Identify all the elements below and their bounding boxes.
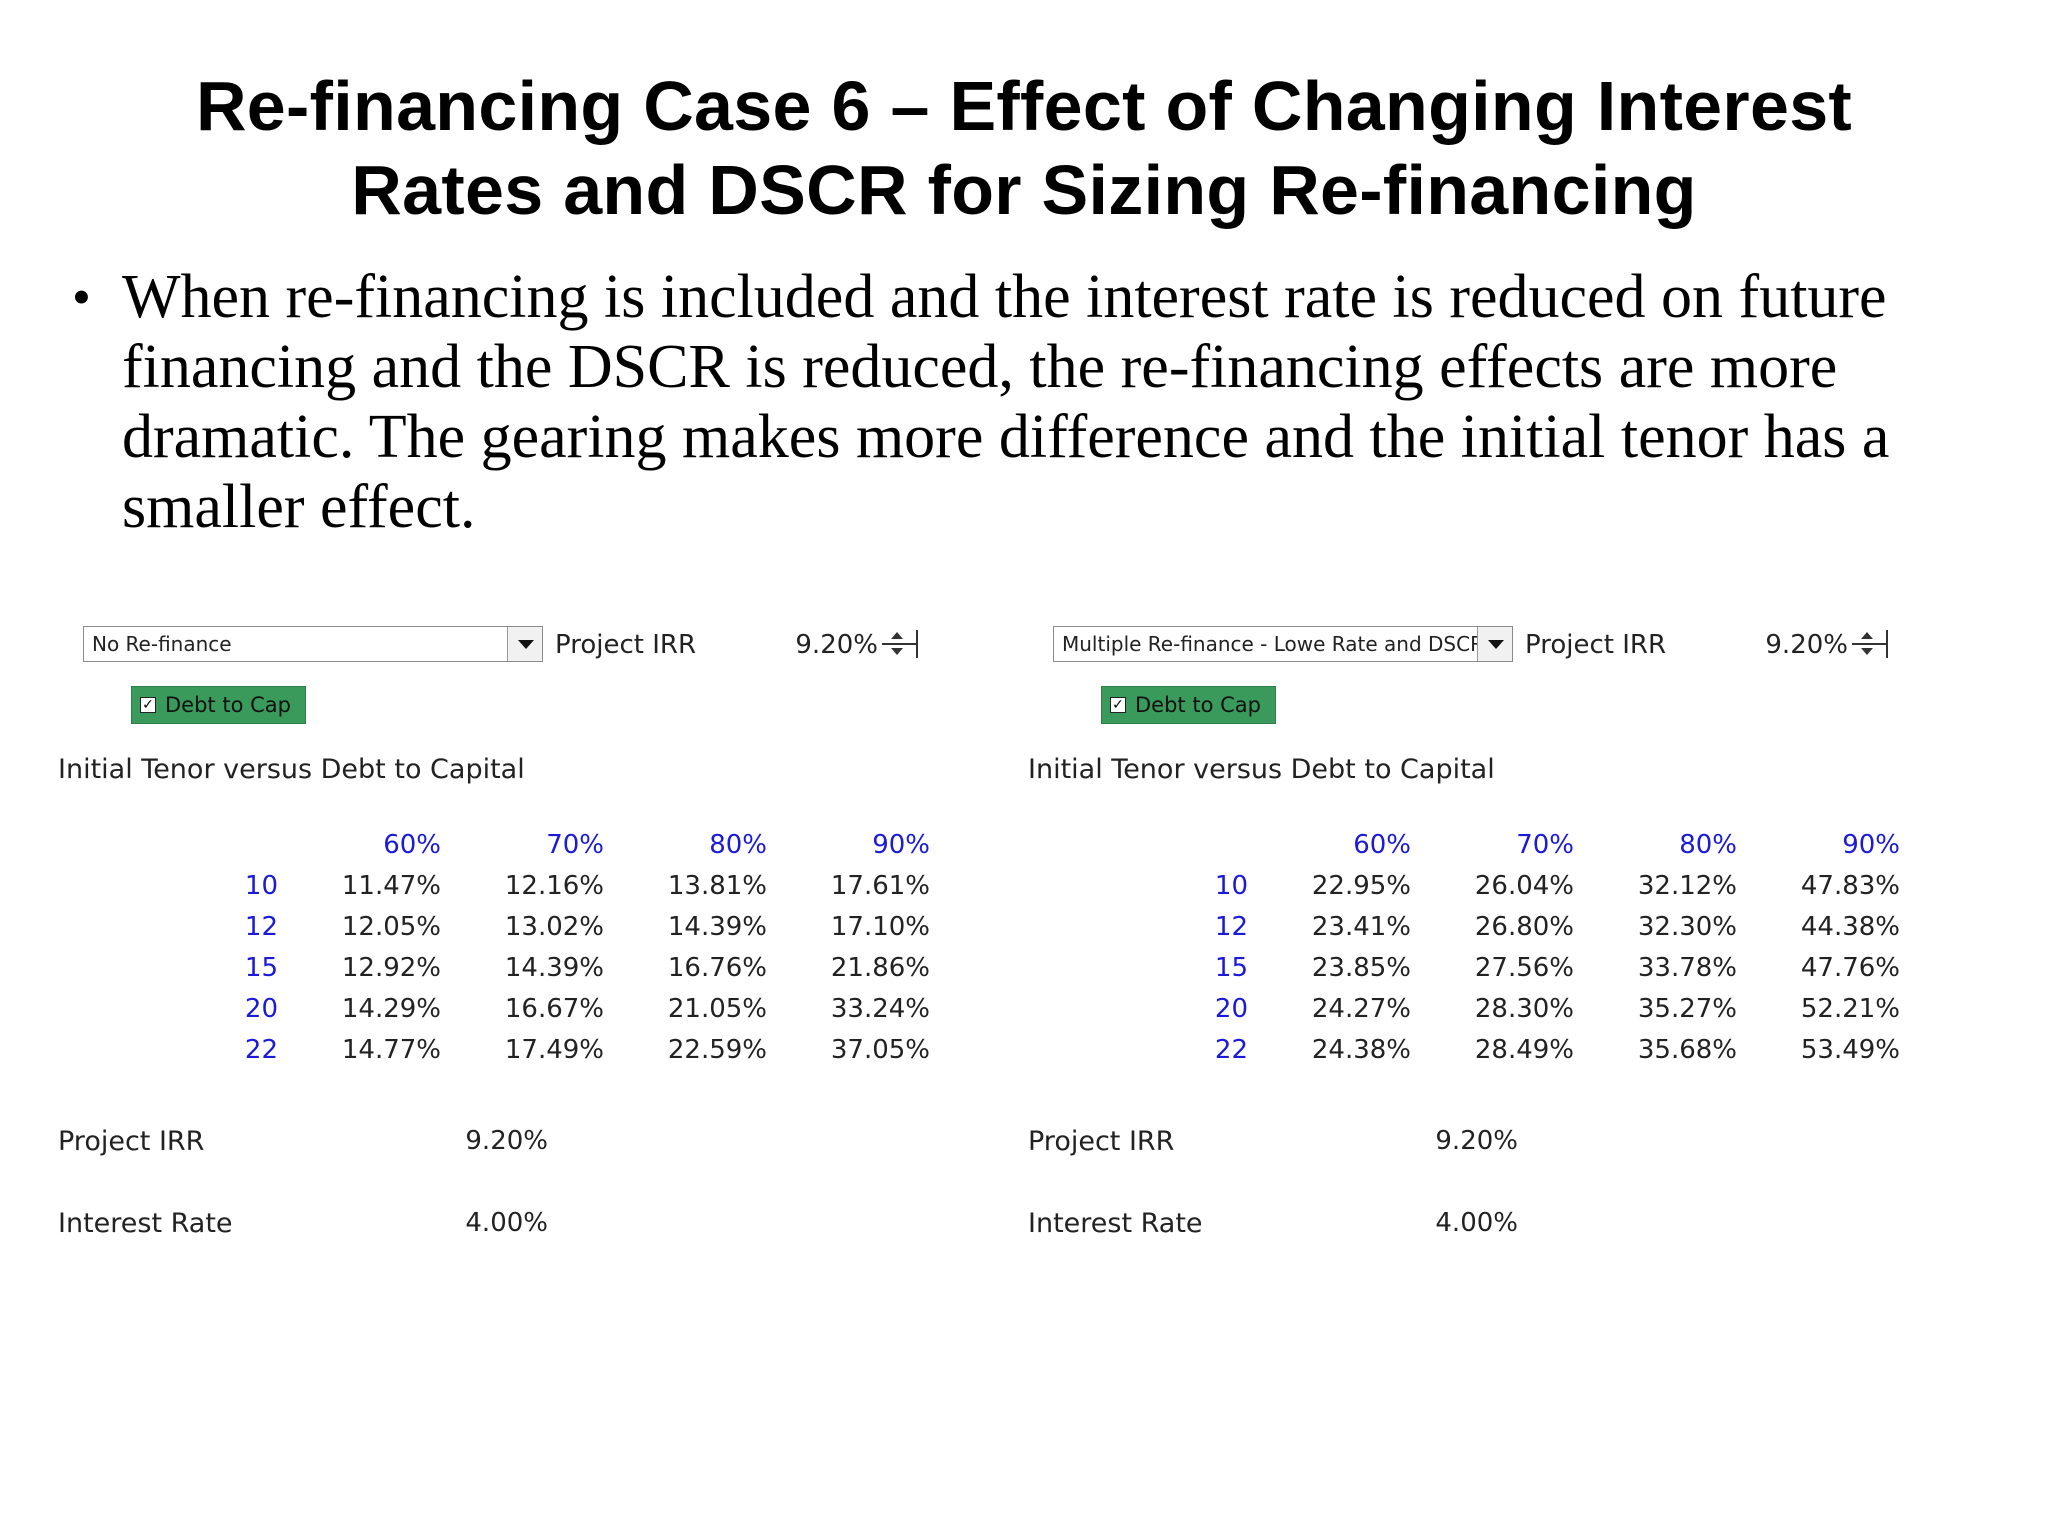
table-cell: 28.30% — [1474, 994, 1574, 1024]
table-cell: 35.68% — [1637, 1035, 1737, 1065]
scenario-dropdown[interactable]: Multiple Re-finance - Lowe Rate and DSCR — [1053, 626, 1513, 662]
table-cell: 17.10% — [830, 912, 930, 942]
table-cell: 24.27% — [1311, 994, 1411, 1024]
table-cell: 22.59% — [667, 1035, 767, 1065]
table-cell: 27.56% — [1474, 953, 1574, 983]
title-line-1: Re-financing Case 6 – Effect of Changing… — [195, 67, 1853, 145]
footer-interest-rate-label: Interest Rate — [58, 1208, 233, 1239]
row-header: 22 — [1214, 1035, 1248, 1065]
column-header: 90% — [1842, 830, 1900, 860]
table-cell: 23.85% — [1311, 953, 1411, 983]
bullet-text: When re-financing is included and the in… — [122, 263, 1890, 541]
row-header: 20 — [244, 994, 278, 1024]
table-cell: 14.39% — [504, 953, 604, 983]
table-cell: 13.81% — [667, 871, 767, 901]
checkbox-checked-icon[interactable]: ✓ — [140, 697, 156, 713]
chevron-down-icon[interactable] — [1477, 627, 1512, 661]
table-cell: 28.49% — [1474, 1035, 1574, 1065]
table-cell: 13.02% — [504, 912, 604, 942]
table-cell: 32.12% — [1637, 871, 1737, 901]
panel-no-refinance: No Re-finance Project IRR 9.20% ✓ Debt t… — [58, 620, 998, 1260]
row-header: 15 — [1214, 953, 1248, 983]
column-header: 90% — [872, 830, 930, 860]
row-header: 12 — [244, 912, 278, 942]
footer-project-irr-value: 9.20% — [1435, 1126, 1518, 1156]
table-cell: 32.30% — [1637, 912, 1737, 942]
table-cell: 17.49% — [504, 1035, 604, 1065]
row-header: 20 — [1214, 994, 1248, 1024]
footer-project-irr-label: Project IRR — [58, 1126, 205, 1157]
footer-interest-rate-label: Interest Rate — [1028, 1208, 1203, 1239]
table-cell: 53.49% — [1800, 1035, 1900, 1065]
slide-title: Re-financing Case 6 – Effect of Changing… — [0, 64, 2048, 232]
table-title: Initial Tenor versus Debt to Capital — [58, 754, 525, 785]
spinner-icon[interactable] — [880, 628, 920, 660]
table-cell: 52.21% — [1800, 994, 1900, 1024]
scenario-dropdown-value: No Re-finance — [92, 632, 232, 656]
checkbox-label: Debt to Cap — [165, 693, 291, 717]
footer-interest-rate-value: 4.00% — [465, 1208, 548, 1238]
footer-project-irr-value: 9.20% — [465, 1126, 548, 1156]
table-cell: 47.76% — [1800, 953, 1900, 983]
column-header: 60% — [383, 830, 441, 860]
table-cell: 33.24% — [830, 994, 930, 1024]
project-irr-value: 9.20% — [795, 630, 878, 660]
table-cell: 24.38% — [1311, 1035, 1411, 1065]
table-title: Initial Tenor versus Debt to Capital — [1028, 754, 1495, 785]
table-cell: 17.61% — [830, 871, 930, 901]
column-header: 80% — [709, 830, 767, 860]
title-line-2: Rates and DSCR for Sizing Re-financing — [351, 151, 1697, 229]
table-cell: 37.05% — [830, 1035, 930, 1065]
scenario-dropdown-value: Multiple Re-finance - Lowe Rate and DSCR — [1062, 632, 1484, 656]
column-header: 70% — [546, 830, 604, 860]
table-cell: 26.80% — [1474, 912, 1574, 942]
table-cell: 16.76% — [667, 953, 767, 983]
table-cell: 14.77% — [341, 1035, 441, 1065]
table-cell: 26.04% — [1474, 871, 1574, 901]
row-header: 12 — [1214, 912, 1248, 942]
spinner-icon[interactable] — [1850, 628, 1890, 660]
table-cell: 14.39% — [667, 912, 767, 942]
table-cell: 11.47% — [341, 871, 441, 901]
table-cell: 14.29% — [341, 994, 441, 1024]
project-irr-value: 9.20% — [1765, 630, 1848, 660]
row-header: 10 — [1214, 871, 1248, 901]
footer-interest-rate-value: 4.00% — [1435, 1208, 1518, 1238]
checkbox-label: Debt to Cap — [1135, 693, 1261, 717]
debt-to-cap-checkbox[interactable]: ✓ Debt to Cap — [1101, 686, 1276, 724]
row-header: 10 — [244, 871, 278, 901]
column-header: 80% — [1679, 830, 1737, 860]
table-cell: 44.38% — [1800, 912, 1900, 942]
table-cell: 21.05% — [667, 994, 767, 1024]
checkbox-checked-icon[interactable]: ✓ — [1110, 697, 1126, 713]
column-header: 60% — [1353, 830, 1411, 860]
table-cell: 47.83% — [1800, 871, 1900, 901]
row-header: 15 — [244, 953, 278, 983]
table-cell: 12.92% — [341, 953, 441, 983]
table-cell: 12.05% — [341, 912, 441, 942]
table-cell: 16.67% — [504, 994, 604, 1024]
row-header: 22 — [244, 1035, 278, 1065]
column-header: 70% — [1516, 830, 1574, 860]
project-irr-label: Project IRR — [1525, 630, 1667, 660]
debt-to-cap-checkbox[interactable]: ✓ Debt to Cap — [131, 686, 306, 724]
bullet-icon: • — [72, 267, 91, 327]
project-irr-label: Project IRR — [555, 630, 697, 660]
panel-multiple-refinance: Multiple Re-finance - Lowe Rate and DSCR… — [1028, 620, 1968, 1260]
scenario-dropdown[interactable]: No Re-finance — [83, 626, 543, 662]
table-cell: 12.16% — [504, 871, 604, 901]
table-cell: 22.95% — [1311, 871, 1411, 901]
table-cell: 21.86% — [830, 953, 930, 983]
table-cell: 33.78% — [1637, 953, 1737, 983]
table-cell: 35.27% — [1637, 994, 1737, 1024]
footer-project-irr-label: Project IRR — [1028, 1126, 1175, 1157]
table-cell: 23.41% — [1311, 912, 1411, 942]
chevron-down-icon[interactable] — [507, 627, 542, 661]
